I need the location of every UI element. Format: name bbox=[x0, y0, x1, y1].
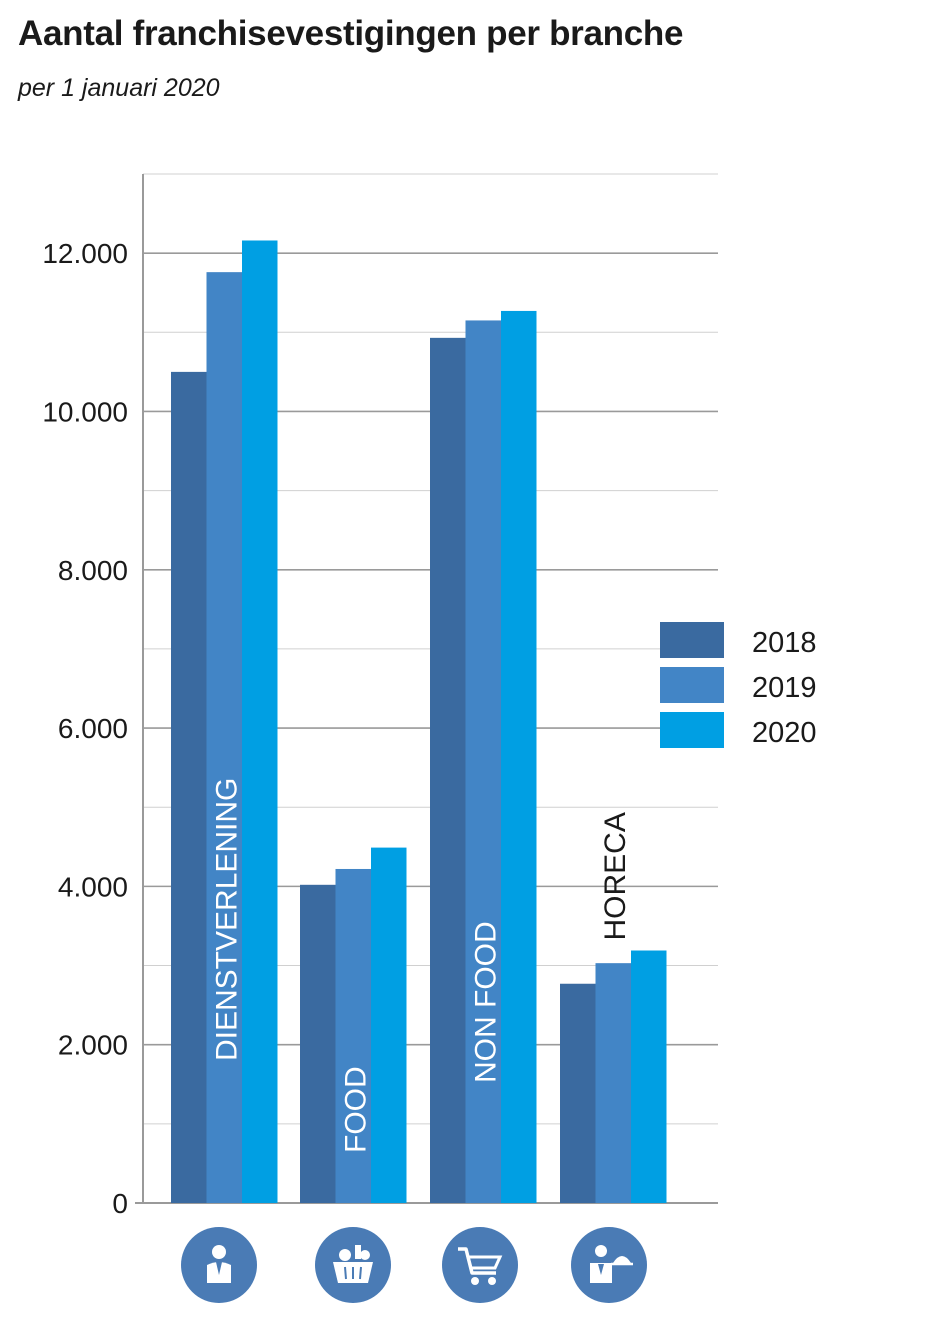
bar-2019-0 bbox=[206, 272, 242, 1203]
bar-2018-2 bbox=[430, 337, 466, 1203]
bar-2019-3 bbox=[595, 963, 631, 1203]
category-label: HORECA bbox=[599, 812, 632, 940]
bar-2018-3 bbox=[560, 983, 596, 1203]
y-tick-label: 8.000 bbox=[58, 555, 128, 586]
category-icons bbox=[181, 1227, 647, 1303]
bar-2020-0 bbox=[242, 240, 278, 1203]
y-tick-label: 4.000 bbox=[58, 871, 128, 902]
legend-label-2020: 2020 bbox=[752, 717, 817, 749]
y-tick-label: 2.000 bbox=[58, 1030, 128, 1061]
legend-label-2019: 2019 bbox=[752, 672, 817, 704]
grocery-basket-icon bbox=[315, 1227, 391, 1303]
legend-label-2018: 2018 bbox=[752, 627, 817, 659]
bar-2019-1 bbox=[335, 868, 371, 1203]
bars bbox=[171, 240, 667, 1204]
shopping-cart-icon bbox=[442, 1227, 518, 1303]
bar-2018-1 bbox=[300, 884, 336, 1203]
y-tick-label: 0 bbox=[112, 1188, 128, 1219]
legend-swatch-2020 bbox=[660, 712, 724, 748]
category-labels: DIENSTVERLENING FOOD NON FOOD HORECA bbox=[210, 778, 632, 1153]
chart-subtitle: per 1 januari 2020 bbox=[18, 74, 220, 102]
legend-swatch-2018 bbox=[660, 622, 724, 658]
bar-2020-2 bbox=[501, 310, 537, 1203]
bar-2019-2 bbox=[465, 320, 501, 1204]
category-label: DIENSTVERLENING bbox=[210, 778, 243, 1061]
y-tick-label: 10.000 bbox=[42, 396, 128, 427]
bar-2020-1 bbox=[371, 847, 407, 1203]
bar-2018-0 bbox=[171, 371, 207, 1203]
bar-2020-3 bbox=[631, 950, 667, 1203]
category-label: NON FOOD bbox=[469, 921, 502, 1083]
legend-swatch-2019 bbox=[660, 667, 724, 703]
category-label: FOOD bbox=[339, 1066, 372, 1153]
chart-title: Aantal franchisevestigingen per branche bbox=[18, 14, 684, 53]
legend: 2018 2019 2020 bbox=[660, 622, 817, 749]
y-tick-label: 12.000 bbox=[42, 238, 128, 269]
y-tick-label: 6.000 bbox=[58, 713, 128, 744]
person-suit-icon bbox=[181, 1227, 257, 1303]
waiter-cloche-icon bbox=[571, 1227, 647, 1303]
